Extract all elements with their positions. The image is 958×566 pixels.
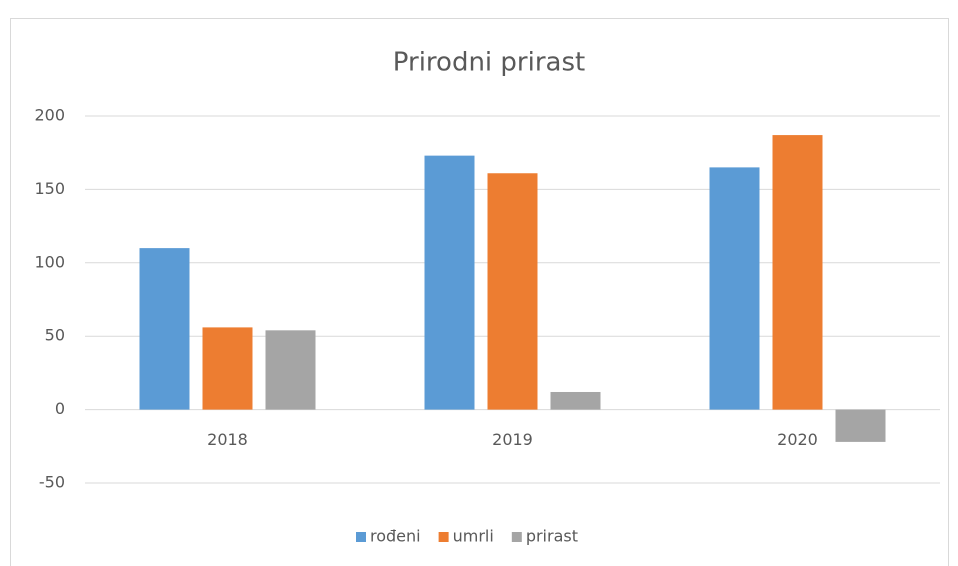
y-tick-label: 150 [34,179,65,198]
y-tick-label: 200 [34,106,65,125]
legend-swatch [438,532,449,542]
x-tick-label: 2020 [777,430,818,449]
bar [265,330,316,410]
legend-label: umrli [453,527,494,546]
legend-label: rođeni [370,527,421,546]
bar [202,327,253,410]
bar [550,391,601,410]
y-tick-label: 100 [34,252,65,271]
bar [709,167,760,410]
y-tick-label: 0 [55,399,65,418]
bar [835,409,886,442]
bar [139,248,190,410]
y-tick-label: -50 [39,473,65,492]
x-tick-label: 2018 [207,430,248,449]
bar [424,155,475,410]
legend-swatch [356,532,366,542]
legend-swatch [511,532,522,542]
legend-label: prirast [526,527,578,546]
bar [487,173,538,410]
bar [772,135,823,410]
y-tick-label: 50 [45,326,65,345]
chart-title: Prirodni prirast [393,48,585,78]
x-tick-label: 2019 [492,430,533,449]
